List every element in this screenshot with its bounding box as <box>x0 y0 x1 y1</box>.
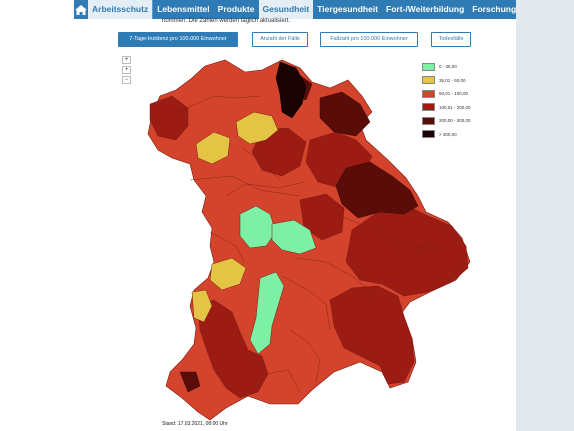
region-augsburg-green <box>249 271 285 355</box>
district-borders <box>175 95 441 393</box>
nav-item-lebensmittel[interactable]: Lebensmittel <box>152 0 213 19</box>
timestamp: Stand: 17.03.2021, 08:00 Uhr <box>162 421 228 427</box>
intro-text: nommen. Die Zahlen werden täglich aktual… <box>162 18 291 24</box>
region-cham-regen <box>335 161 419 219</box>
main-nav: Arbeitsschutz Lebensmittel Produkte Gesu… <box>74 0 516 19</box>
legend-label: 200,00 - 300,00 <box>439 118 471 124</box>
nav-item-arbeitsschutz[interactable]: Arbeitsschutz <box>88 0 153 19</box>
region-ansbach <box>239 205 277 249</box>
legend-label: 35,01 - 50,00 <box>439 77 466 83</box>
region-neu-ulm <box>191 289 213 323</box>
legend-swatch <box>422 116 435 125</box>
legend-item: 200,00 - 300,00 <box>422 114 471 128</box>
region-lindau <box>179 371 201 393</box>
legend-swatch <box>422 89 435 98</box>
legend-swatch <box>422 62 435 71</box>
region-schweinfurt <box>195 131 231 165</box>
region-bamberg <box>235 111 279 145</box>
deaths-button[interactable]: Todesfälle <box>431 32 471 47</box>
zoom-out-button[interactable]: − <box>122 76 131 84</box>
region-tirschenreuth <box>275 61 307 119</box>
zoom-reset-button[interactable]: • <box>122 66 131 74</box>
region-hof-wunsiedel <box>319 91 371 137</box>
home-icon[interactable] <box>74 0 88 19</box>
legend-label: > 300,00 <box>439 131 457 137</box>
region-lower-franconia-west <box>149 95 189 141</box>
legend-item: > 300,00 <box>422 128 471 142</box>
legend-swatch <box>422 76 435 85</box>
left-margin <box>0 0 74 431</box>
nav-item-forschung[interactable]: Forschung <box>472 4 517 14</box>
zoom-in-button[interactable]: + <box>122 56 131 64</box>
nav-item-produkte[interactable]: Produkte <box>217 4 255 14</box>
incidence-button[interactable]: 7-Tage-Inzidenz pro 100.000 Einwohner <box>118 32 238 47</box>
legend: 0 - 35,00 35,01 - 50,00 50,01 - 100,00 1… <box>422 60 471 141</box>
region-roth-eichstaett <box>271 219 317 255</box>
right-sidebar <box>516 0 574 431</box>
legend-swatch <box>422 103 435 112</box>
cases-button[interactable]: Anzahl der Fälle <box>252 32 308 47</box>
cases-per-100k-button[interactable]: Fallzahl pro 100.000 Einwohner <box>320 32 418 47</box>
legend-swatch <box>422 130 435 139</box>
legend-item: 35,01 - 50,00 <box>422 74 471 88</box>
legend-item: 0 - 35,00 <box>422 60 471 74</box>
region-upper-bavaria-east <box>329 285 415 385</box>
legend-label: 100,01 - 200,00 <box>439 104 471 110</box>
nav-item-gesundheit[interactable]: Gesundheit <box>258 0 314 19</box>
nav-item-tiergesundheit[interactable]: Tiergesundheit <box>317 4 379 14</box>
legend-label: 50,01 - 100,00 <box>439 91 469 97</box>
legend-item: 100,01 - 200,00 <box>422 101 471 115</box>
region-swabia-south <box>197 299 269 399</box>
legend-item: 50,01 - 100,00 <box>422 87 471 101</box>
legend-label: 0 - 35,00 <box>439 64 457 70</box>
nav-item-fortbildung[interactable]: Fort-/Weiterbildung <box>386 4 465 14</box>
region-dillingen <box>209 257 247 291</box>
